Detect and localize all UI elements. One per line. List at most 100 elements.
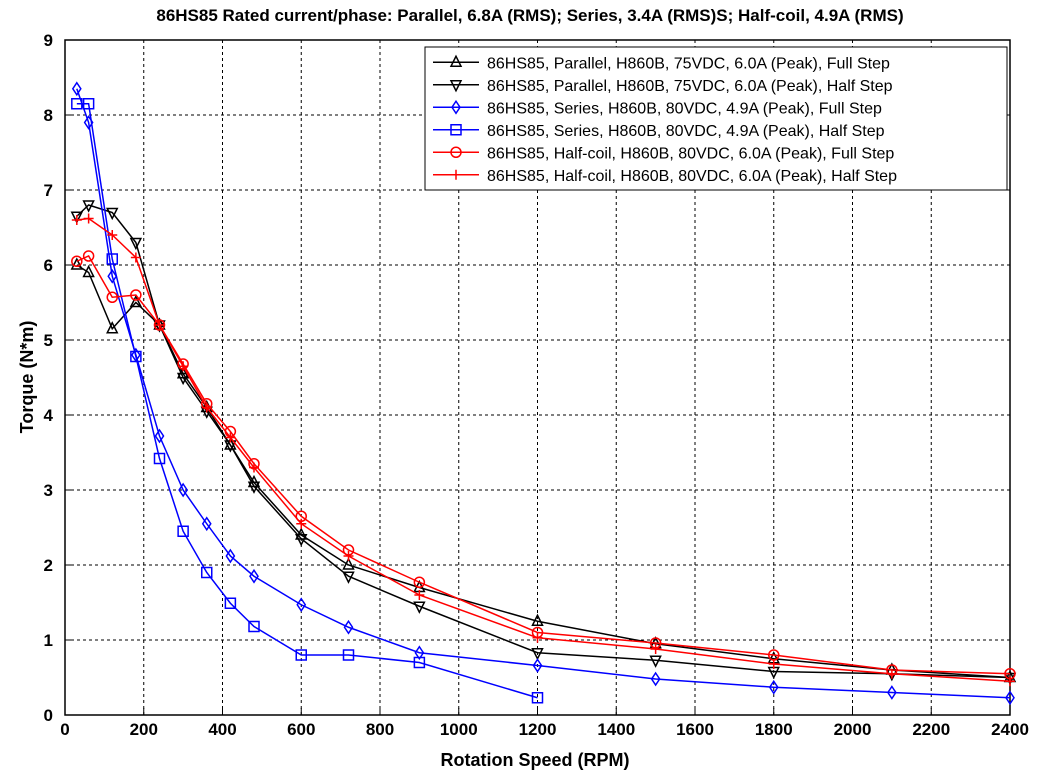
x-tick-label: 200: [130, 720, 158, 739]
triangle-up-marker: [129, 294, 143, 308]
series-line: [76, 204, 1011, 679]
x-tick-label: 400: [208, 720, 236, 739]
plus-marker: [130, 252, 141, 263]
legend-label: 86HS85, Parallel, H860B, 75VDC, 6.0A (Pe…: [487, 55, 890, 72]
square-marker: [177, 525, 189, 537]
triangle-down-marker: [82, 200, 95, 213]
circle-marker: [130, 289, 142, 301]
square-marker: [224, 597, 237, 609]
y-tick-label: 7: [44, 181, 53, 200]
square-marker: [153, 452, 166, 465]
triangle-up-marker: [342, 557, 355, 570]
diamond-marker: [414, 645, 425, 661]
triangle-down-marker: [649, 655, 662, 668]
square-marker: [450, 124, 462, 136]
series-line: [76, 103, 538, 699]
triangle-up-marker: [449, 54, 463, 67]
square-marker: [71, 98, 83, 110]
circle-marker: [106, 291, 118, 303]
plus-marker: [154, 320, 165, 330]
x-tick-label: 0: [60, 720, 69, 739]
diamond-marker: [249, 568, 259, 584]
series-line: [76, 217, 1011, 682]
diamond-marker: [343, 619, 354, 635]
square-marker: [248, 620, 260, 633]
triangle-up-marker: [106, 321, 119, 334]
plus-marker: [451, 169, 461, 180]
diamond-marker: [107, 268, 118, 284]
plus-marker: [343, 551, 354, 561]
triangle-down-marker: [531, 648, 544, 661]
series-3: [71, 81, 1015, 706]
y-tick-label: 4: [44, 406, 54, 425]
series-5: [71, 250, 1016, 680]
x-axis-label: Rotation Speed (RPM): [441, 750, 630, 770]
circle-marker: [82, 250, 95, 262]
y-axis-label: Torque (N*m): [17, 321, 37, 434]
square-marker: [82, 98, 95, 110]
triangle-up-marker: [531, 613, 544, 626]
series-layer: [70, 81, 1017, 706]
plus-marker: [201, 402, 212, 413]
y-tick-label: 3: [44, 481, 53, 500]
series-line: [76, 88, 1011, 699]
circle-marker: [71, 255, 83, 267]
legend-label: 86HS85, Series, H860B, 80VDC, 4.9A (Peak…: [487, 123, 885, 140]
triangle-down-marker: [247, 481, 261, 494]
y-tick-label: 1: [44, 631, 53, 650]
plus-marker: [225, 432, 236, 443]
triangle-down-marker: [342, 571, 355, 584]
triangle-up-marker: [82, 264, 95, 278]
legend-label: 86HS85, Half-coil, H860B, 80VDC, 6.0A (P…: [487, 145, 894, 162]
y-tick-label: 2: [44, 556, 53, 575]
plus-marker: [886, 668, 897, 679]
triangle-down-marker: [106, 207, 119, 221]
series-line: [76, 255, 1011, 675]
plus-marker: [532, 632, 543, 643]
triangle-down-marker: [176, 372, 190, 386]
plus-marker: [178, 361, 189, 372]
plus-marker: [296, 518, 307, 529]
square-marker: [201, 566, 213, 579]
plus-marker: [1005, 676, 1015, 687]
triangle-up-marker: [224, 437, 237, 450]
legend: 86HS85, Parallel, H860B, 75VDC, 6.0A (Pe…: [424, 46, 1008, 191]
triangle-up-marker: [70, 257, 84, 270]
plus-marker: [650, 644, 661, 654]
series-4: [71, 98, 544, 704]
x-tick-label: 2200: [912, 720, 950, 739]
triangle-down-marker: [129, 237, 143, 251]
x-tick-label: 600: [287, 720, 315, 739]
legend-entry: 86HS85, Half-coil, H860B, 80VDC, 6.0A (P…: [433, 145, 894, 162]
diamond-marker: [201, 516, 212, 532]
square-marker: [295, 649, 307, 661]
diamond-marker: [768, 679, 779, 695]
series-2: [70, 200, 1017, 686]
triangle-down-marker: [449, 80, 463, 93]
square-marker: [130, 350, 142, 363]
plus-marker: [249, 462, 259, 473]
y-tick-label: 5: [44, 331, 53, 350]
series-6: [71, 213, 1015, 687]
square-marker: [531, 692, 544, 704]
legend-box: [424, 46, 1008, 191]
y-tick-label: 8: [44, 106, 53, 125]
legend-entry: 86HS85, Series, H860B, 80VDC, 4.9A (Peak…: [433, 123, 885, 140]
square-marker: [413, 656, 426, 669]
axes: 0 200 400 600 800 1000 1200 1400 1600 1800 2000 220…: [44, 31, 1029, 739]
diamond-marker: [451, 99, 461, 115]
plus-marker: [107, 230, 118, 240]
diamond-marker: [154, 428, 165, 444]
x-tick-label: 1200: [519, 720, 557, 739]
diamond-marker: [532, 658, 543, 673]
y-tick-label: 9: [44, 31, 53, 50]
y-tick-label: 6: [44, 256, 53, 275]
diamond-marker: [1005, 690, 1015, 706]
y-tick-label: 0: [44, 706, 53, 725]
x-tick-label: 800: [366, 720, 394, 739]
circle-marker: [413, 576, 426, 588]
legend-label: 86HS85, Series, H860B, 80VDC, 4.9A (Peak…: [487, 100, 882, 117]
legend-entry: 86HS85, Series, H860B, 80VDC, 4.9A (Peak…: [433, 99, 882, 117]
plus-marker: [83, 213, 94, 224]
x-tick-label: 1400: [597, 720, 635, 739]
